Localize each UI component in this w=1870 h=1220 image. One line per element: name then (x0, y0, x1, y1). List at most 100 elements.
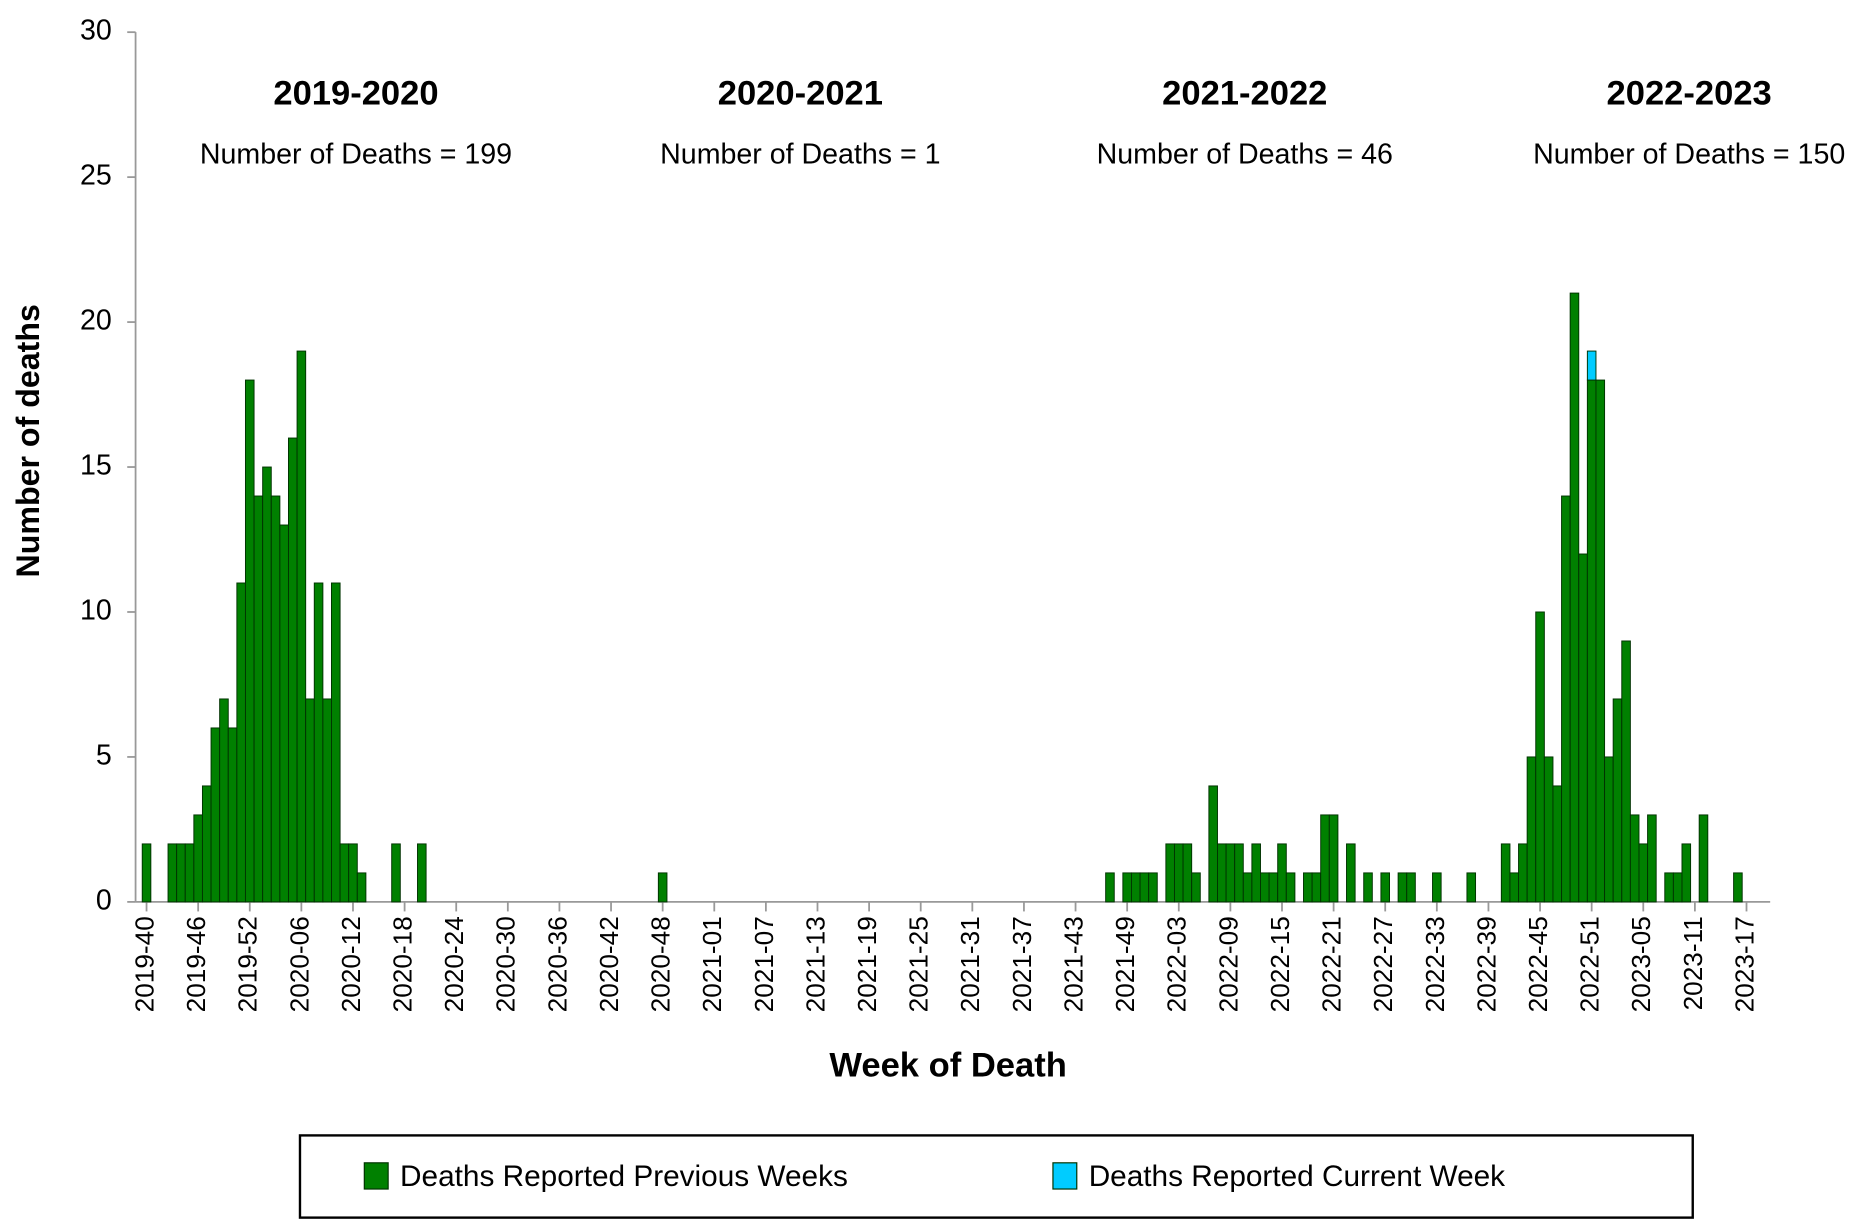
x-tick-label: 2021-31 (955, 916, 985, 1012)
bar (1217, 843, 1227, 903)
x-tick-label: 2023-17 (1729, 916, 1759, 1012)
x-tick-label: 2022-51 (1575, 916, 1605, 1012)
bar (1139, 872, 1150, 903)
bar (1647, 814, 1657, 903)
bar (1268, 872, 1279, 903)
x-tick-label: 2020-36 (542, 916, 572, 1012)
bar (1242, 872, 1253, 903)
bar (1552, 785, 1563, 903)
x-tick-label: 2022-27 (1368, 916, 1398, 1012)
bar (1346, 843, 1356, 903)
bar (1664, 872, 1674, 903)
season-title: 2021-2022 (1162, 74, 1327, 112)
legend-swatch (1052, 1162, 1078, 1190)
season-deaths: Number of Deaths = 1 (660, 139, 940, 171)
y-tick-label: 30 (80, 15, 112, 47)
season-title: 2022-2023 (1607, 74, 1772, 112)
x-tick-label: 2019-46 (181, 916, 211, 1012)
bar (1208, 785, 1218, 903)
bar (1535, 611, 1545, 903)
x-tick-label: 2021-19 (852, 916, 882, 1012)
bar (1578, 553, 1588, 903)
y-axis-title: Number of deaths (10, 304, 46, 577)
bar (1225, 843, 1236, 903)
legend-swatch (363, 1162, 389, 1190)
bar (1303, 872, 1313, 903)
bar (1561, 495, 1571, 903)
bar (1406, 872, 1416, 903)
bar (201, 785, 212, 903)
x-tick-label: 2020-48 (646, 916, 676, 1012)
bar (141, 843, 152, 903)
bar (657, 872, 668, 903)
bar (1681, 843, 1692, 903)
y-tick-label: 10 (80, 595, 112, 627)
bar (1328, 814, 1339, 903)
bar (1500, 843, 1511, 903)
bar (270, 495, 281, 903)
bar (1518, 843, 1528, 903)
bar (184, 843, 195, 903)
x-tick-label: 2021-13 (800, 916, 830, 1012)
x-tick-label: 2019-40 (129, 916, 159, 1012)
bar (210, 727, 221, 903)
bar (1698, 814, 1709, 903)
y-tick-label: 20 (80, 305, 112, 337)
x-tick-label: 2021-01 (697, 916, 727, 1012)
x-tick-label: 2022-15 (1265, 916, 1295, 1012)
bar (1165, 843, 1175, 903)
bar (1595, 379, 1606, 903)
bar (1604, 756, 1614, 903)
x-tick-label: 2021-07 (749, 916, 779, 1012)
bar (1612, 698, 1623, 903)
x-tick-label: 2020-06 (284, 916, 314, 1012)
season-deaths: Number of Deaths = 150 (1533, 139, 1845, 171)
bar (227, 727, 238, 903)
x-tick-label: 2022-09 (1213, 916, 1243, 1012)
bar (193, 814, 203, 903)
bar (262, 466, 272, 903)
x-tick-label: 2020-18 (388, 916, 418, 1012)
bar (1638, 843, 1649, 903)
x-tick-label: 2023-11 (1678, 916, 1708, 1010)
legend-label: Deaths Reported Previous Weeks (400, 1160, 848, 1193)
bar (1672, 872, 1683, 903)
bar (313, 582, 324, 903)
season-deaths: Number of Deaths = 199 (200, 139, 512, 171)
season-title: 2019-2020 (273, 74, 438, 112)
x-tick-label: 2023-05 (1626, 916, 1656, 1012)
bar (236, 582, 246, 903)
bar (391, 843, 401, 903)
bar (1363, 872, 1373, 903)
bar (176, 843, 186, 903)
x-tick-label: 2020-42 (594, 916, 624, 1012)
season-deaths: Number of Deaths = 46 (1097, 139, 1393, 171)
bar (339, 843, 350, 903)
bar (1466, 872, 1477, 903)
x-tick-label: 2022-03 (1162, 916, 1192, 1012)
x-tick-label: 2021-37 (1007, 916, 1037, 1012)
bar (1397, 872, 1408, 903)
bar (1543, 756, 1554, 903)
bar (1122, 872, 1132, 903)
bar (1285, 872, 1296, 903)
bar (253, 495, 264, 903)
x-tick-label: 2019-52 (233, 916, 263, 1012)
bar (1148, 872, 1158, 903)
bar (1311, 872, 1322, 903)
bar (1182, 843, 1193, 903)
bar (1260, 872, 1270, 903)
y-tick-label: 0 (96, 884, 112, 916)
bar (348, 843, 358, 903)
x-tick-label: 2021-25 (904, 916, 934, 1012)
bar (331, 582, 341, 903)
bar (1130, 872, 1141, 903)
bar (1621, 640, 1631, 903)
bar (1526, 756, 1537, 903)
legend-box (298, 1134, 1694, 1219)
bar (1105, 872, 1115, 903)
bar (287, 437, 298, 903)
bar (279, 524, 289, 903)
